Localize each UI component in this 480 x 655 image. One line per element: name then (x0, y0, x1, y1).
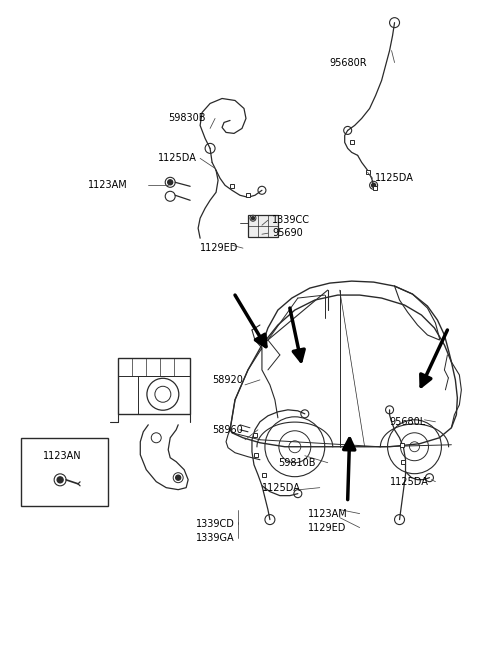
Text: 95690: 95690 (272, 228, 303, 238)
Circle shape (151, 433, 161, 443)
Circle shape (147, 379, 179, 410)
Circle shape (168, 180, 173, 185)
Circle shape (252, 217, 254, 219)
Circle shape (265, 417, 325, 477)
Circle shape (294, 490, 302, 498)
Text: 1125DA: 1125DA (374, 174, 413, 183)
Circle shape (344, 126, 352, 134)
Circle shape (173, 473, 183, 483)
Text: 58920: 58920 (212, 375, 243, 385)
Circle shape (409, 441, 420, 452)
Circle shape (370, 181, 378, 189)
Circle shape (250, 215, 256, 221)
Circle shape (176, 475, 180, 480)
Text: 59830B: 59830B (168, 113, 206, 123)
Text: 1125DA: 1125DA (390, 477, 429, 487)
Circle shape (390, 18, 399, 28)
Text: 1125DA: 1125DA (262, 483, 301, 493)
Circle shape (265, 515, 275, 525)
Text: 95680L: 95680L (390, 417, 426, 427)
Text: 58960: 58960 (212, 425, 243, 435)
Text: 95680R: 95680R (330, 58, 367, 67)
Circle shape (205, 143, 215, 153)
Circle shape (54, 474, 66, 486)
Text: 1123AM: 1123AM (88, 180, 128, 191)
Circle shape (301, 410, 309, 418)
Circle shape (289, 441, 301, 453)
Circle shape (165, 191, 175, 201)
Circle shape (387, 420, 442, 474)
Circle shape (165, 178, 175, 187)
Circle shape (385, 406, 394, 414)
Text: 1339CD: 1339CD (196, 519, 235, 529)
Text: 1129ED: 1129ED (200, 243, 239, 253)
Text: 1129ED: 1129ED (308, 523, 346, 533)
Text: 1339CC: 1339CC (272, 215, 310, 225)
Circle shape (57, 477, 63, 483)
Bar (248, 215, 278, 237)
Bar (119, 358, 190, 414)
Circle shape (425, 474, 433, 481)
Text: 1339GA: 1339GA (196, 533, 235, 542)
Bar (138, 376, 190, 414)
Circle shape (155, 386, 171, 402)
Circle shape (395, 515, 405, 525)
Circle shape (279, 431, 311, 462)
Bar (21, 438, 108, 506)
Text: 1125DA: 1125DA (158, 153, 197, 163)
Text: 59810B: 59810B (278, 458, 315, 468)
Circle shape (258, 186, 266, 195)
Circle shape (372, 183, 376, 187)
Text: 1123AN: 1123AN (43, 451, 81, 460)
Text: 1123AM: 1123AM (308, 508, 348, 519)
Circle shape (400, 433, 429, 460)
